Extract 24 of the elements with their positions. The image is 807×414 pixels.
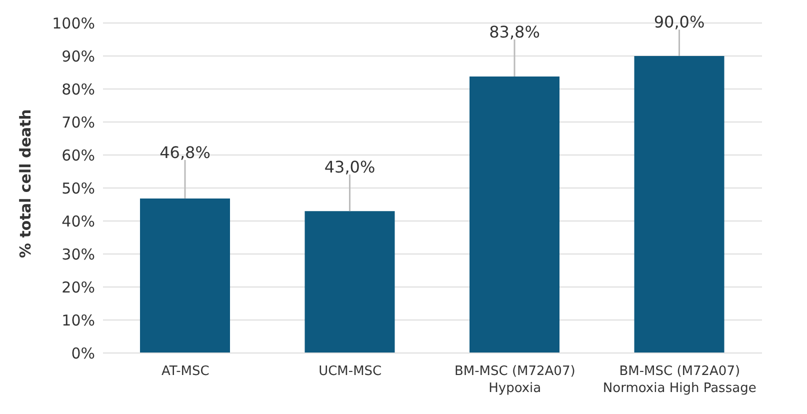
bar (140, 198, 230, 353)
x-tick-label: BM-MSC (M72A07) Hypoxia (454, 364, 576, 396)
data-label: 43,0% (324, 157, 376, 176)
y-tick-label: 90% (62, 47, 95, 66)
y-tick-label: 10% (62, 311, 95, 330)
y-tick-label: 100% (52, 14, 95, 32)
data-label: 46,8% (160, 142, 210, 162)
y-tick-label: 20% (62, 278, 95, 296)
x-tick-label: AT-MSC (161, 364, 210, 379)
y-tick-label: 0% (71, 344, 95, 362)
x-tick-label: BM-MSC (M72A07) Normoxia High Passage (602, 364, 756, 396)
x-tick-label: UCM-MSC (318, 364, 382, 379)
bar (304, 211, 395, 353)
y-tick-label: 40% (62, 212, 95, 230)
data-label: 90,0% (654, 12, 705, 32)
y-tick-label: 60% (62, 146, 95, 164)
y-tick-label: 50% (62, 179, 95, 198)
y-tick-label: 80% (62, 80, 95, 98)
bar (634, 56, 724, 353)
bar (470, 76, 560, 353)
y-tick-label: 30% (62, 245, 95, 264)
data-label: 83,8% (489, 22, 540, 42)
y-axis-title: % total cell death (16, 109, 34, 258)
y-tick-label: 70% (62, 113, 95, 132)
